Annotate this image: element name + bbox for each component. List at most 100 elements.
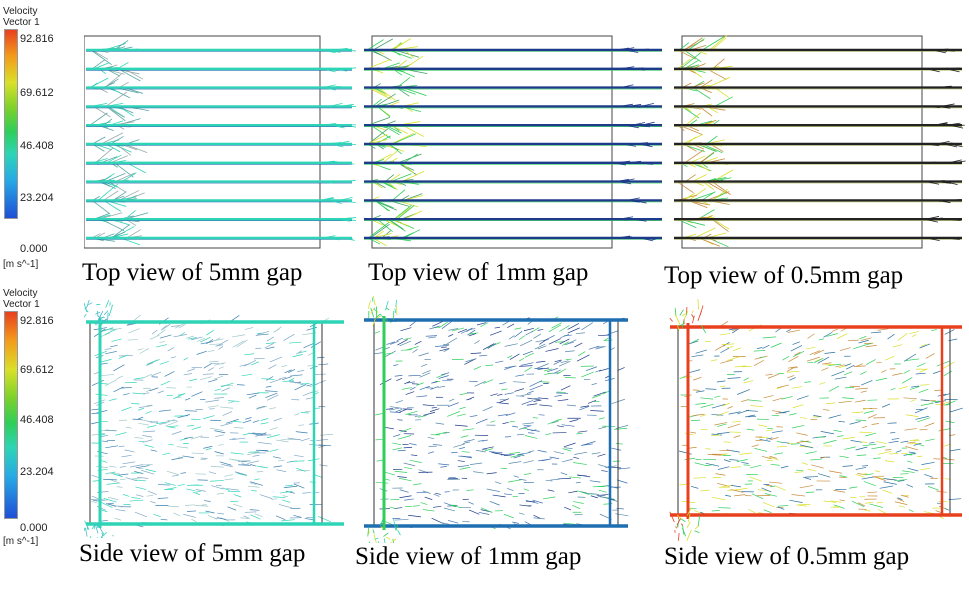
velocity-vector (906, 454, 912, 456)
velocity-vector (711, 188, 728, 201)
velocity-vector (896, 498, 905, 503)
velocity-vector (522, 422, 534, 425)
velocity-vector (233, 503, 243, 508)
velocity-vector (906, 484, 914, 488)
velocity-vector (346, 67, 356, 70)
vector-field (364, 35, 662, 249)
velocity-vector (563, 334, 572, 337)
velocity-vector (944, 181, 958, 186)
velocity-vector (792, 350, 805, 358)
velocity-vector (692, 413, 705, 417)
velocity-vector (459, 466, 471, 470)
velocity-vector (384, 350, 396, 358)
velocity-vector (435, 422, 445, 425)
velocity-vector (580, 405, 590, 408)
velocity-vector (473, 471, 484, 474)
velocity-vector (302, 492, 312, 494)
velocity-vector (562, 448, 572, 452)
velocity-vector (168, 443, 174, 446)
velocity-vector (254, 478, 260, 481)
velocity-vector (380, 519, 383, 527)
velocity-vector (468, 333, 477, 337)
velocity-vector (537, 367, 550, 370)
velocity-vector (679, 375, 687, 380)
velocity-vector (142, 435, 153, 438)
velocity-vector (412, 483, 422, 486)
velocity-vector (482, 446, 494, 450)
velocity-vector (515, 374, 525, 377)
velocity-vector (416, 382, 424, 386)
velocity-vector (730, 489, 744, 493)
velocity-vector (97, 183, 119, 201)
velocity-vector (294, 384, 307, 391)
velocity-vector (504, 454, 512, 456)
velocity-vector (175, 396, 182, 399)
velocity-vector (205, 399, 220, 403)
velocity-vector (376, 310, 379, 313)
velocity-vector (149, 334, 160, 340)
velocity-vector (246, 392, 260, 396)
velocity-vector (207, 514, 218, 520)
velocity-vector (104, 348, 112, 350)
velocity-vector (795, 469, 804, 472)
velocity-vector (375, 313, 381, 319)
velocity-vector (558, 360, 571, 367)
velocity-vector (91, 421, 99, 425)
velocity-vector (538, 414, 545, 416)
velocity-vector (394, 470, 408, 473)
velocity-vector (112, 191, 127, 201)
velocity-vector (688, 188, 706, 201)
velocity-vector (252, 454, 260, 457)
velocity-vector (456, 413, 466, 417)
velocity-vector (469, 332, 478, 335)
velocity-vector (491, 452, 506, 456)
velocity-vector (533, 399, 542, 402)
velocity-vector (110, 479, 121, 484)
velocity-vector (443, 507, 456, 512)
velocity-vector (514, 327, 522, 330)
velocity-vector (875, 377, 888, 381)
velocity-vector (911, 385, 920, 388)
velocity-vector (774, 485, 786, 491)
velocity-vector (788, 356, 799, 362)
velocity-vector (529, 384, 543, 391)
velocity-vector (103, 498, 117, 503)
velocity-vector (585, 366, 598, 372)
velocity-vector (728, 411, 741, 415)
velocity-vector (518, 365, 533, 367)
velocity-vector (368, 222, 390, 239)
velocity-vector (490, 330, 502, 336)
velocity-vector (283, 485, 298, 489)
velocity-vector (805, 451, 817, 454)
velocity-vector (482, 406, 493, 412)
velocity-vector (203, 363, 212, 369)
velocity-vector (936, 85, 951, 88)
velocity-vector (422, 490, 431, 494)
velocity-vector (921, 461, 935, 465)
velocity-vector (864, 502, 874, 504)
velocity-vector (905, 358, 920, 361)
velocity-vector (524, 435, 538, 439)
velocity-vector (382, 150, 398, 164)
velocity-vector (828, 385, 840, 392)
vector-field (669, 299, 963, 541)
velocity-vector (934, 400, 946, 404)
velocity-vector (473, 366, 482, 370)
velocity-vector (282, 495, 289, 498)
velocity-vector (108, 398, 117, 402)
velocity-vector (723, 441, 731, 443)
velocity-vector (589, 480, 601, 483)
velocity-vector (165, 421, 178, 427)
velocity-vector (856, 454, 867, 457)
velocity-vector (462, 441, 471, 444)
velocity-vector (435, 431, 448, 435)
velocity-vector (509, 451, 521, 455)
velocity-vector (92, 480, 99, 482)
velocity-vector (224, 474, 233, 477)
velocity-vector (711, 403, 726, 409)
velocity-vector (467, 396, 475, 401)
velocity-vector (222, 487, 230, 491)
velocity-vector (157, 497, 169, 499)
velocity-vector (506, 488, 514, 491)
velocity-vector (260, 418, 269, 421)
